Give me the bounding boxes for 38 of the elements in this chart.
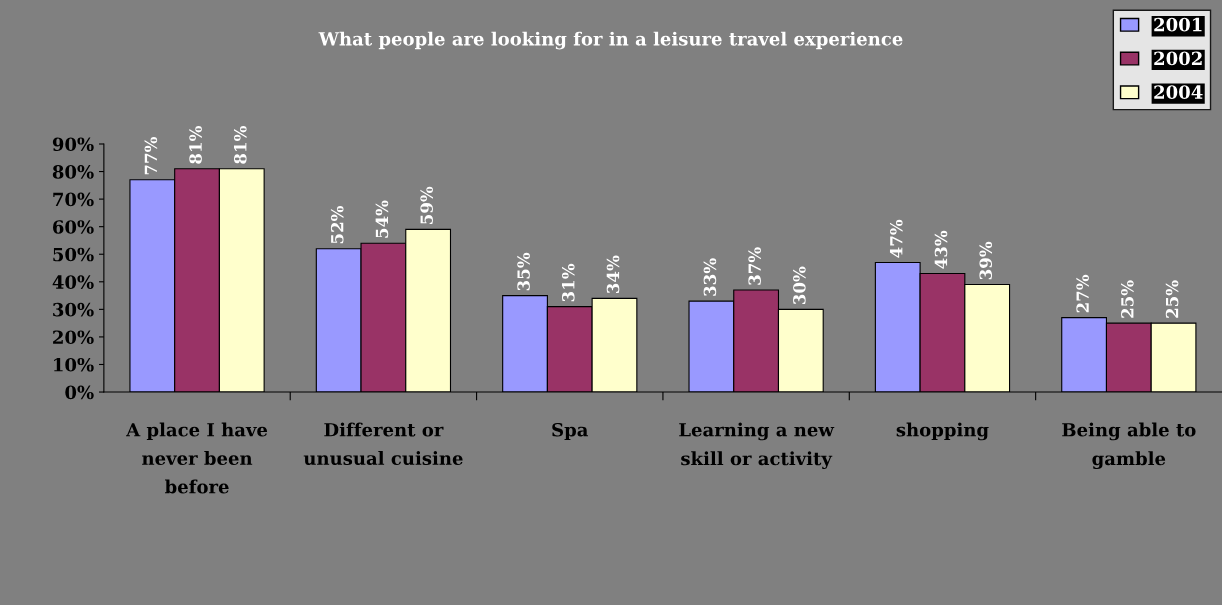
y-tick-label: 90% [52,137,94,152]
data-label: 59% [420,186,433,224]
legend-label: 2004 [1154,85,1203,99]
data-label: 54% [375,200,389,238]
y-tick-label: 20% [53,330,94,345]
x-tick-label: Being able to gamble [1062,422,1196,470]
data-label: 52% [330,205,344,244]
data-label: 34% [606,255,620,293]
chart-title: What people are looking for in a leisure travel experience [318,31,903,50]
data-label: 47% [889,219,903,258]
legend-label: 2002 [1154,51,1202,66]
x-tick-label: A place I have never been before [126,422,268,494]
data-label: 27% [1076,274,1089,313]
x-tick-label: Spa [552,422,589,441]
data-label: 25% [1165,280,1179,318]
y-tick-label: 50% [53,247,94,262]
y-tick-label: 40% [52,275,94,289]
data-label: 35% [517,252,530,291]
data-label: 25% [1121,280,1134,318]
data-label: 37% [748,247,761,285]
y-tick-label: 30% [53,302,94,317]
data-label: 39% [979,241,993,280]
data-label: 30% [793,266,806,305]
data-label: 77% [144,137,158,175]
data-label: 81% [234,126,247,164]
data-label: 81% [189,126,202,164]
y-tick-label: 0% [65,385,94,400]
y-tick-label: 80% [52,165,94,179]
y-tick-label: 60% [53,220,94,234]
x-tick-label: Learning a new skill or activity [679,422,835,470]
x-tick-label: Different or unusual cuisine [303,422,463,466]
data-label: 33% [703,258,717,296]
data-label: 43% [934,230,948,269]
data-label: 31% [561,263,575,302]
y-tick-label: 70% [53,192,94,207]
legend-label: 2001 [1154,17,1202,32]
x-tick-label: shopping [896,422,989,441]
y-tick-label: 10% [54,357,94,372]
